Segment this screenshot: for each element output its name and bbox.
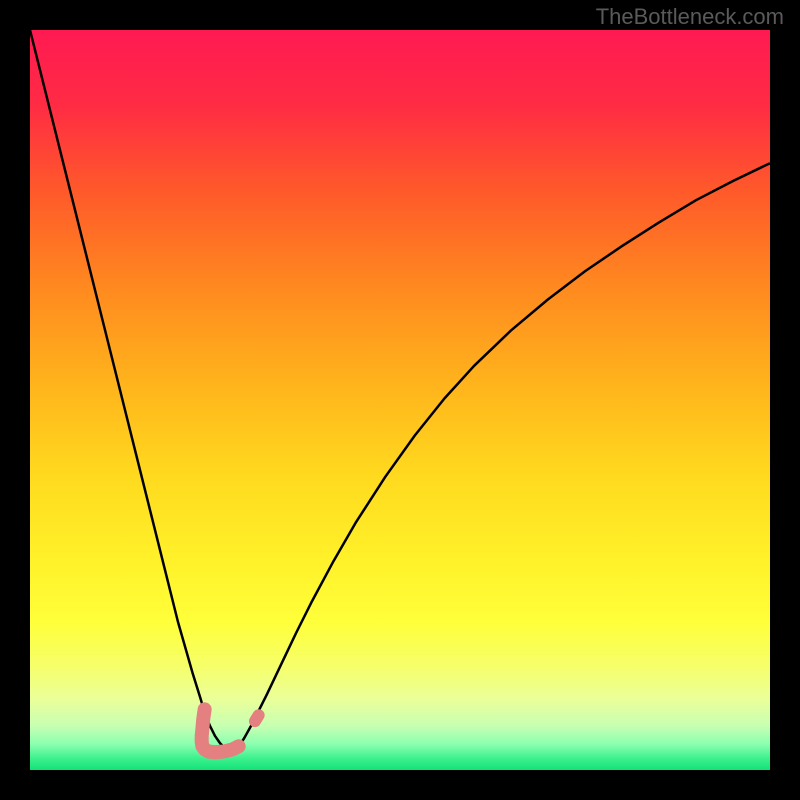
watermark-text: TheBottleneck.com bbox=[596, 4, 784, 30]
plot-svg bbox=[0, 0, 800, 800]
chart-root: TheBottleneck.com bbox=[0, 0, 800, 800]
gradient-background bbox=[30, 30, 770, 770]
highlight-dot bbox=[255, 715, 259, 721]
